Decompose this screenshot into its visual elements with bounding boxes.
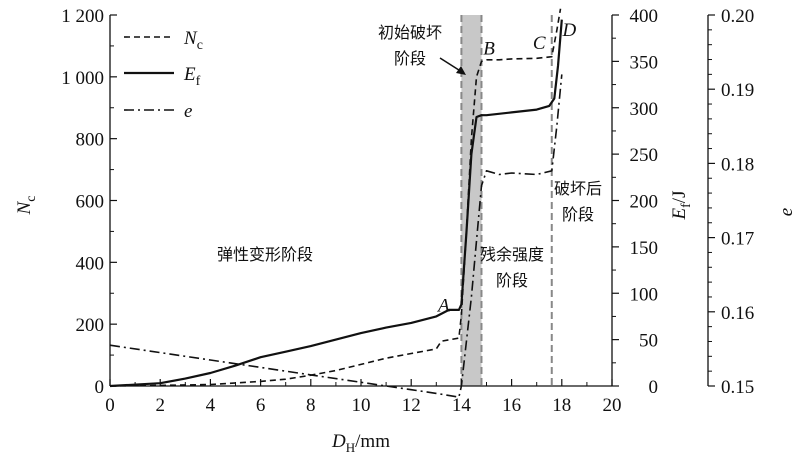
x-tick-label: 20 [603,395,622,416]
e-tick-label: 0.16 [721,303,754,324]
stage-boundary-lines [460,15,553,386]
point-label-a: A [436,295,450,316]
initial-damage-label-line2: 阶段 [394,49,426,68]
left-tick-label: 400 [76,253,105,274]
legend-label: Ef [183,64,201,89]
left-tick-label: 600 [76,192,105,213]
axes-layer: 0 2 4 6 8 10 12 14 16 18 20 DH/mm 0 200 400 600 800 1 000… [14,6,797,455]
ef-tick-label: 100 [630,284,659,305]
damage-band-layer [461,15,482,386]
ef-tick-label: 0 [649,377,659,398]
point-label-d: D [561,20,576,41]
x-tick-label: 14 [452,395,472,416]
point-label-b: B [483,38,495,59]
residual-stage-label-line2: 阶段 [496,271,528,290]
x-tick-label: 18 [552,395,571,416]
x-tick-label: 8 [306,395,316,416]
e-tick-label: 0.15 [721,377,754,398]
point-label-c: C [533,33,546,54]
post-failure-label-line1: 破坏后 [554,179,602,198]
left-tick-label: 200 [76,315,105,336]
x-tick-label: 10 [352,395,371,416]
x-tick-label: 16 [502,395,521,416]
left-tick-label: 800 [76,130,105,151]
e-tick-label: 0.17 [721,229,754,250]
series-line-ef [109,19,563,388]
residual-stage-label-line1: 残余强度 [480,245,544,264]
x-tick-label: 0 [105,395,115,416]
e-axis-label: e [776,208,797,216]
left-tick-label: 1 000 [61,68,104,89]
ef-tick-label: 400 [630,6,659,27]
annotation-arrow-line [439,57,463,73]
series-layer [109,8,563,398]
e-tick-label: 0.18 [721,154,754,175]
ef-tick-label: 250 [630,145,659,166]
e-tick-label: 0.19 [721,80,754,101]
initial-damage-label-line1: 初始破坏 [378,23,442,42]
ef-axis-label: Ef/J [669,191,694,221]
ef-tick-label: 350 [630,52,659,73]
series-line-e [109,74,563,398]
annotation-arrowhead [456,66,466,75]
x-tick-label: 2 [155,395,165,416]
x-axis-label: DH/mm [331,431,390,455]
left-tick-label: 0 [95,377,105,398]
x-tick-label: 12 [402,395,421,416]
initial-damage-band [461,15,482,386]
post-failure-label-line2: 阶段 [562,205,594,224]
x-tick-label: 4 [206,395,216,416]
ef-tick-label: 150 [630,238,659,259]
series-line-nc [109,8,562,387]
ef-tick-label: 50 [639,331,658,352]
legend-label: Nc [183,28,203,53]
legend-label: e [184,101,192,122]
left-axis-label: Nc [14,196,39,216]
ef-tick-label: 300 [630,99,659,120]
elastic-stage-label: 弹性变形阶段 [217,245,313,264]
left-tick-label: 1 200 [61,6,104,27]
e-tick-label: 0.20 [721,6,754,27]
ef-tick-label: 200 [630,192,659,213]
x-tick-label: 6 [256,395,266,416]
